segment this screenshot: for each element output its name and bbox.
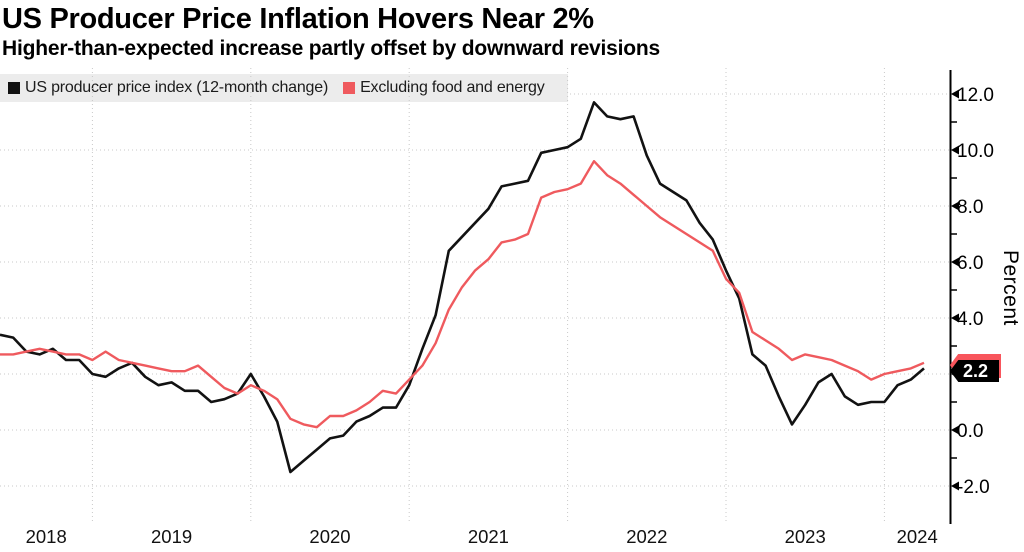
legend-label-core: Excluding food and energy — [360, 79, 545, 96]
x-tick-label: 2023 — [785, 526, 826, 547]
x-gridlines — [91, 68, 885, 522]
legend-item-ppi: US producer price index (12-month change… — [8, 79, 328, 97]
legend-swatch-core — [343, 82, 356, 94]
y-major-tick — [951, 425, 959, 435]
legend-label-ppi: US producer price index (12-month change… — [25, 79, 329, 96]
y-major-tick — [951, 257, 959, 267]
y-tick-label: 0.0 — [957, 421, 983, 442]
x-tick-label: 2018 — [26, 526, 67, 547]
y-tick-label: 8.0 — [957, 197, 983, 218]
y-major-tick — [951, 481, 959, 491]
legend-item-core: Excluding food and energy — [343, 79, 545, 97]
y-tick-label: -2.0 — [957, 477, 990, 498]
y-gridlines — [0, 93, 950, 487]
y-major-tick — [951, 145, 959, 155]
legend: US producer price index (12-month change… — [0, 74, 568, 102]
y-tick-label: 12.0 — [957, 85, 994, 106]
end-value-tag-ppi-text: 2.2 — [963, 361, 989, 381]
y-major-tick — [951, 313, 959, 323]
x-tick-label: 2021 — [468, 526, 509, 547]
x-tick-label: 2020 — [309, 526, 350, 547]
y-tick-label: 4.0 — [957, 309, 983, 330]
x-tick-label: 2024 — [897, 526, 938, 547]
end-value-tag-ppi: 2.2 — [950, 360, 999, 382]
y-major-tick — [951, 201, 959, 211]
y-major-tick — [951, 89, 959, 99]
chart-title: US Producer Price Inflation Hovers Near … — [2, 3, 594, 35]
chart-subtitle: Higher-than-expected increase partly off… — [2, 37, 661, 60]
legend-swatch-ppi — [8, 82, 20, 94]
series-line-core — [0, 159, 925, 429]
x-tick-label: 2019 — [151, 526, 192, 547]
y-tick-label: 6.0 — [957, 253, 983, 274]
series-line-ppi — [0, 101, 925, 474]
x-tick-label: 2022 — [626, 526, 667, 547]
y-axis-title: Percent — [999, 250, 1022, 326]
y-tick-label: 10.0 — [957, 141, 994, 162]
